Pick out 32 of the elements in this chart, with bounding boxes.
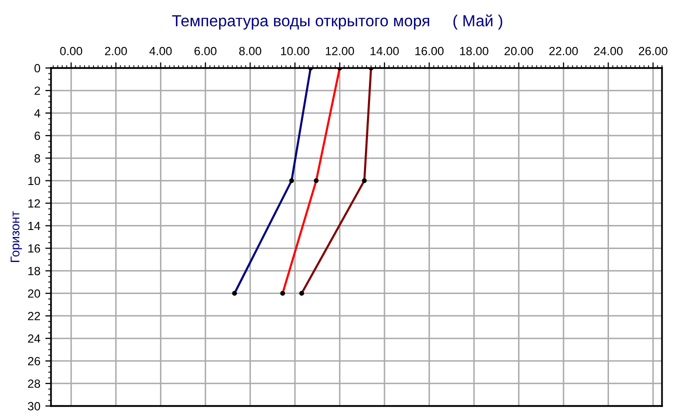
y-tick-label: 16 (28, 244, 40, 253)
y-tick-label: 6 (34, 132, 40, 140)
y-tick-label: 28 (28, 380, 40, 388)
y-tick-label: 24 (28, 334, 40, 343)
y-axis-title: Горизонт (10, 211, 22, 262)
x-tick-label: 26.00 (638, 46, 668, 56)
x-tick-label: 24.00 (594, 46, 623, 56)
x-tick-label: 18.00 (460, 46, 488, 56)
y-tick-label: 26 (28, 356, 40, 366)
chart-title: Температура воды открытого моря ( Май ) (172, 14, 502, 30)
y-tick-label: 14 (28, 222, 40, 230)
x-tick-label: 4.00 (149, 46, 172, 56)
y-tick-label: 22 (28, 312, 40, 320)
y-tick-label: 20 (28, 289, 40, 298)
x-tick-label: 14.00 (370, 46, 399, 56)
x-tick-label: 2.00 (105, 46, 127, 56)
x-tick-label: 0.00 (60, 46, 82, 56)
y-tick-label: 12 (28, 199, 40, 208)
y-tick-label: 4 (34, 109, 40, 118)
x-tick-label: 22.00 (549, 46, 578, 56)
x-tick-label: 8.00 (239, 46, 262, 56)
x-tick-label: 16.00 (415, 46, 444, 56)
y-tick-label: 0 (34, 64, 40, 72)
y-tick-label: 30 (28, 402, 40, 410)
x-tick-label: 6.00 (194, 46, 216, 56)
x-tick-label: 10.00 (281, 46, 310, 56)
x-tick-label: 20.00 (504, 46, 534, 56)
x-tick-label: 12.00 (326, 46, 354, 56)
y-tick-label: 2 (34, 86, 40, 95)
y-tick-label: 10 (28, 176, 40, 186)
y-tick-label: 18 (28, 266, 40, 276)
y-tick-label: 8 (34, 154, 40, 163)
